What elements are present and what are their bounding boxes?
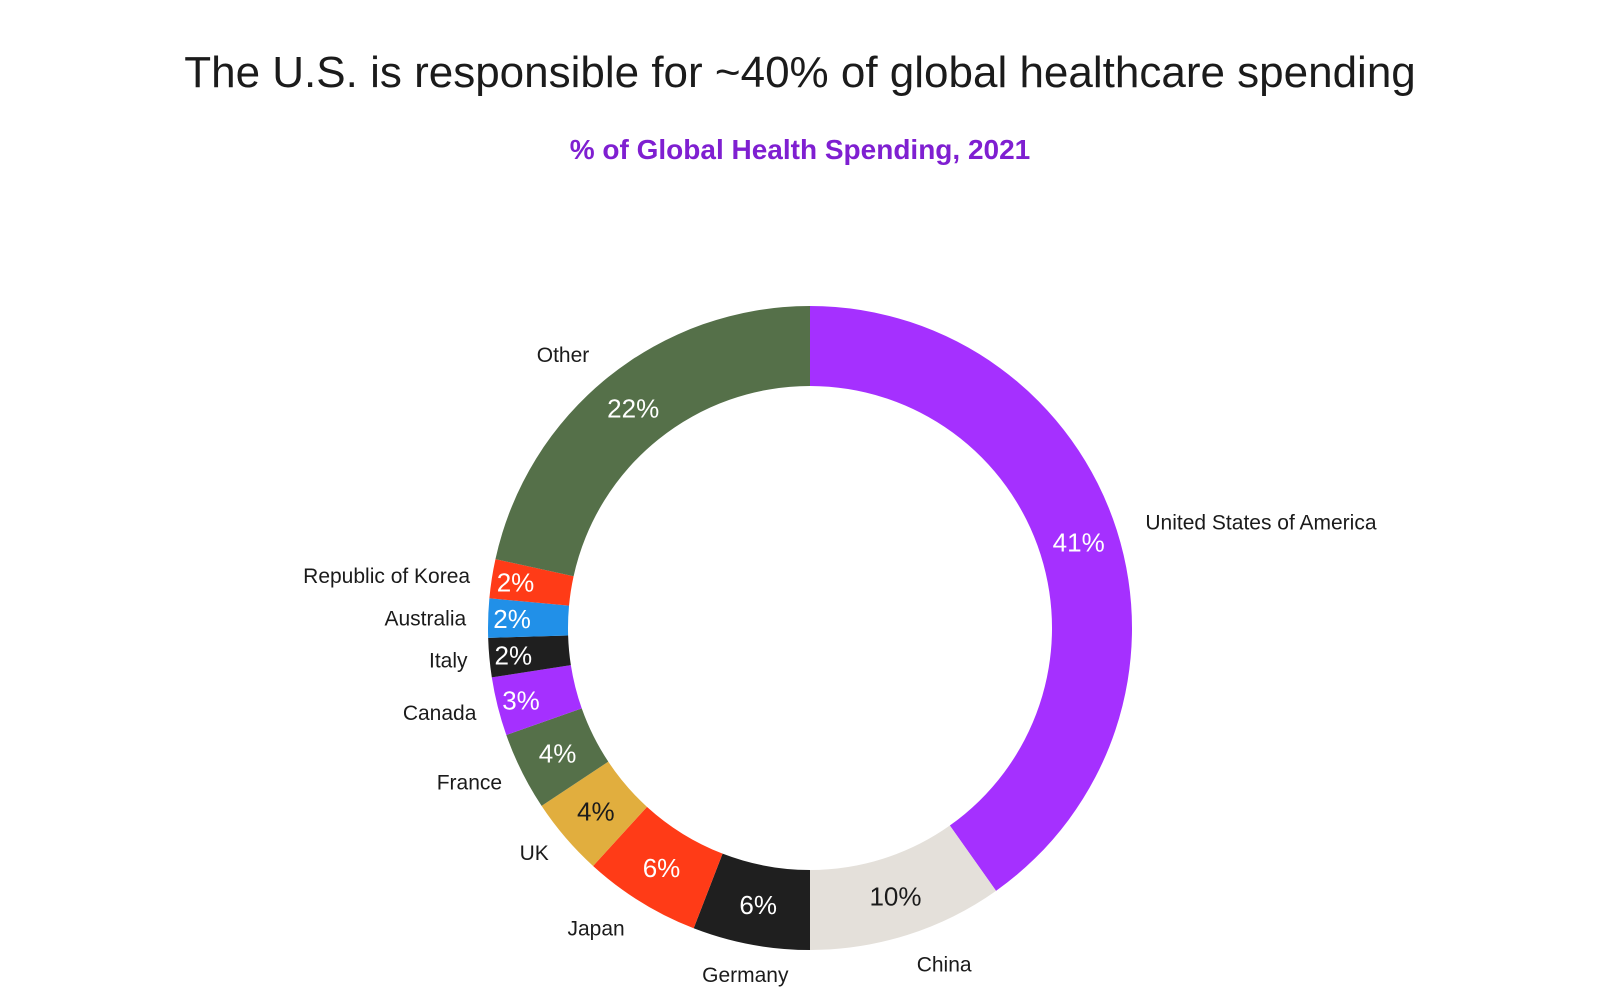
chart-subtitle: % of Global Health Spending, 2021: [569, 134, 1031, 165]
value-label-australia: 2%: [493, 604, 531, 634]
value-label-canada: 3%: [502, 686, 540, 716]
slice-france: [506, 708, 609, 806]
category-label-australia: Australia: [384, 607, 466, 630]
value-label-germany: 6%: [739, 890, 777, 920]
category-label-japan: Japan: [567, 917, 624, 940]
value-label-france: 4%: [539, 739, 577, 769]
category-label-china: China: [917, 953, 972, 976]
slice-italy: [488, 635, 571, 678]
slice-united-states-of-america: [810, 306, 1132, 891]
category-label-italy: Italy: [429, 650, 468, 673]
donut-value-labels: 41% 10% 6% 6% 4%4% 3% 2% 2% 2% 22%: [493, 393, 1104, 920]
slice-other: [495, 305, 810, 577]
value-label-republic-of-korea: 2%: [497, 567, 535, 597]
slice-japan: [593, 806, 723, 929]
slice-australia: [488, 598, 570, 638]
category-label-canada: Canada: [403, 702, 477, 725]
value-label-uk: 4%: [577, 797, 615, 827]
value-label-japan: 6%: [643, 853, 681, 883]
category-label-uk: UK: [520, 842, 549, 865]
value-label-china: 10%: [869, 882, 921, 912]
donut-slices: [488, 305, 1132, 950]
category-label-republic-of-korea: Republic of Korea: [303, 565, 470, 588]
slice-uk: [541, 761, 647, 866]
category-label-other: Other: [537, 344, 590, 367]
category-label-united-states-of-america: United States of America: [1145, 511, 1376, 534]
slice-china: [810, 825, 997, 950]
category-label-germany: Germany: [702, 964, 789, 987]
donut-category-labels: United States of America China Germany Japa…: [303, 344, 1377, 987]
category-label-france: France: [437, 771, 502, 794]
value-label-italy: 2%: [495, 641, 533, 671]
value-label-united-states-of-america: 41%: [1053, 528, 1105, 558]
chart-title: The U.S. is responsible for ~40% of glob…: [184, 48, 1416, 97]
slice-germany: [693, 853, 810, 950]
value-label-other: 22%: [607, 393, 659, 423]
slice-republic-of-korea: [489, 559, 574, 606]
slice-canada: [491, 665, 582, 736]
